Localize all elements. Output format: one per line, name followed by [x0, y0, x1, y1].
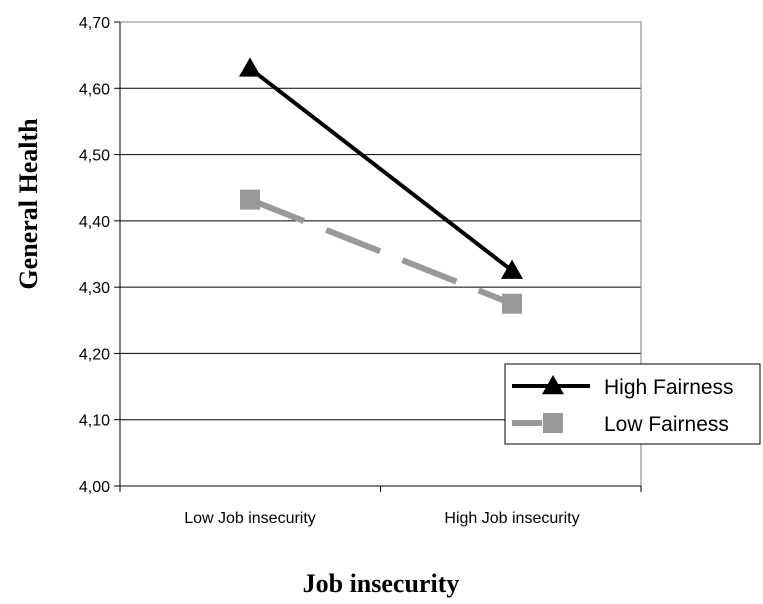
legend-label: Low Fairness: [604, 413, 729, 436]
series-line: [248, 66, 514, 273]
triangle-marker: [501, 259, 523, 279]
y-tick-labels: 4,00 4,10 4,20 4,30 4,40 4,50 4,60 4,70: [79, 15, 110, 496]
series-line: [248, 196, 514, 307]
legend-box: [504, 363, 761, 445]
legend-label: High Fairness: [604, 376, 734, 399]
x-category-label: High Job insecurity: [444, 510, 579, 527]
axes: [114, 21, 642, 492]
x-axis-title: Job insecurity: [303, 569, 460, 598]
triangle-marker: [542, 375, 564, 395]
y-tick-label: 4,30: [79, 280, 110, 297]
y-tick-label: 4,00: [79, 479, 110, 496]
y-axis-title: General Health: [14, 118, 43, 290]
y-tick-label: 4,40: [79, 214, 110, 231]
y-tick-label: 4,20: [79, 346, 110, 363]
square-marker: [543, 413, 563, 433]
series-group: [239, 57, 523, 314]
square-marker: [502, 293, 522, 314]
triangle-marker: [239, 57, 261, 77]
y-tick-label: 4,10: [79, 413, 110, 430]
legend: High Fairness Low Fairness: [504, 363, 761, 445]
y-tick-label: 4,70: [79, 15, 110, 32]
x-category-labels: Low Job insecurity High Job insecurity: [184, 510, 579, 527]
y-tick-label: 4,60: [79, 81, 110, 98]
x-category-label: Low Job insecurity: [184, 510, 316, 527]
square-marker: [240, 189, 260, 210]
y-tick-label: 4,50: [79, 148, 110, 165]
